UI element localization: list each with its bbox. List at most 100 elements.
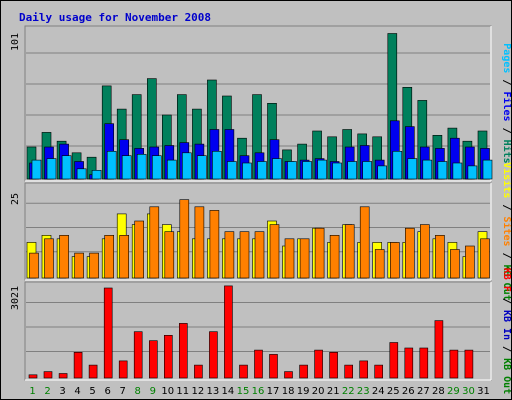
day-label-28: 28: [432, 386, 445, 397]
bar-pages-day-8: [136, 154, 147, 180]
bar-kb-f-day-9: [149, 340, 158, 379]
bar-pages-day-16: [257, 161, 267, 180]
bar-pages-day-7: [121, 155, 132, 180]
bar-pages-day-17: [272, 158, 282, 180]
day-label-31: 31: [477, 386, 490, 397]
bar-sites-day-15: [239, 231, 250, 279]
bar-sites-day-20: [314, 227, 325, 279]
day-label-20: 20: [312, 386, 325, 397]
bar-pages-day-22: [347, 161, 358, 180]
bar-pages-day-30: [467, 165, 478, 180]
legend-kb-f: KB F: [501, 268, 511, 292]
day-label-5: 5: [89, 386, 95, 397]
panel-bottom-ymax-label: 3021: [10, 286, 21, 310]
bar-kb-f-day-17: [269, 354, 278, 379]
legend-separator: /: [501, 73, 511, 91]
legend-separator: /: [501, 247, 511, 265]
bar-pages-day-2: [46, 158, 57, 180]
bar-sites-day-11: [179, 199, 190, 279]
panel-middle-ymax-label: 25: [10, 193, 21, 205]
bar-kb-f-day-24: [374, 364, 384, 379]
day-label-27: 27: [417, 386, 430, 397]
bar-pages-day-29: [452, 162, 463, 180]
panel-bottom-legend: KB F / KB In / KB Out: [501, 268, 511, 394]
day-label-21: 21: [327, 386, 340, 397]
bar-pages-day-26: [407, 158, 418, 180]
bar-kb-f-day-15: [239, 364, 248, 379]
day-label-3: 3: [59, 386, 65, 397]
bar-sites-day-3: [59, 235, 69, 279]
bar-sites-day-21: [329, 235, 340, 279]
bar-sites-day-9: [149, 206, 160, 279]
bar-sites-day-17: [269, 224, 280, 279]
bar-sites-day-25: [389, 242, 400, 279]
panel-top-legend: Pages / Files / Hits: [501, 43, 511, 163]
bar-kb-f-day-8: [133, 331, 143, 379]
bar-pages-day-13: [212, 151, 222, 180]
bar-kb-f-day-19: [299, 364, 308, 379]
bar-sites-day-28: [435, 235, 445, 279]
day-label-10: 10: [161, 386, 174, 397]
day-label-14: 14: [222, 386, 235, 397]
bar-kb-f-day-21: [329, 351, 338, 379]
bar-kb-f-day-28: [434, 320, 444, 379]
bar-sites-day-19: [299, 238, 310, 279]
bar-kb-f-day-3: [58, 373, 68, 379]
bar-kb-f-day-1: [28, 374, 38, 379]
chart-title: Daily usage for November 2008: [19, 11, 211, 24]
bar-pages-day-31: [482, 159, 493, 180]
day-label-1: 1: [29, 386, 35, 397]
bar-kb-f-day-7: [118, 360, 128, 379]
bar-pages-day-23: [362, 161, 373, 180]
bar-kb-f-day-20: [314, 349, 323, 379]
day-label-23: 23: [357, 386, 370, 397]
bar-sites-day-26: [404, 227, 415, 279]
bar-pages-day-3: [61, 155, 72, 180]
bar-sites-day-7: [119, 235, 129, 279]
bar-pages-day-20: [317, 159, 327, 180]
bar-pages-day-4: [76, 168, 87, 180]
bar-kb-f-day-6: [103, 287, 113, 379]
bar-pages-day-12: [197, 155, 207, 180]
bar-sites-day-22: [344, 224, 355, 279]
panel-top-ymax-label: 101: [10, 33, 21, 51]
bar-sites-day-23: [359, 206, 370, 279]
bar-sites-day-31: [480, 238, 490, 279]
bar-kb-f-day-18: [284, 371, 293, 379]
day-label-6: 6: [105, 386, 111, 397]
bar-pages-day-15: [242, 162, 252, 180]
day-label-26: 26: [402, 386, 415, 397]
day-label-2: 2: [44, 386, 50, 397]
bar-sites-day-13: [209, 210, 220, 279]
bar-pages-day-18: [287, 161, 297, 180]
bar-pages-day-10: [167, 159, 177, 180]
bar-sites-day-10: [164, 231, 175, 279]
day-label-29: 29: [447, 386, 460, 397]
bar-sites-day-30: [465, 245, 475, 279]
legend-kb-out: KB Out: [501, 265, 511, 301]
bar-kb-f-day-27: [419, 347, 429, 379]
bar-kb-f-day-29: [449, 349, 459, 379]
bar-kb-f-day-13: [209, 331, 218, 379]
bar-kb-f-day-2: [43, 371, 53, 379]
bar-pages-day-27: [422, 159, 433, 180]
legend-files: Files: [501, 91, 511, 121]
bar-kb-f-day-25: [389, 342, 399, 379]
day-label-15: 15: [237, 386, 250, 397]
bar-kb-f-day-5: [88, 364, 98, 379]
legend-sites: Sites: [501, 216, 511, 246]
day-label-17: 17: [267, 386, 280, 397]
day-label-25: 25: [387, 386, 400, 397]
day-label-16: 16: [252, 386, 265, 397]
legend-separator: /: [501, 340, 511, 358]
bar-sites-day-1: [29, 252, 39, 279]
bar-sites-day-18: [284, 238, 295, 279]
bar-pages-day-25: [392, 151, 403, 180]
day-label-22: 22: [342, 386, 355, 397]
bar-pages-day-11: [182, 152, 192, 180]
bar-pages-day-5: [91, 170, 102, 180]
bar-kb-f-day-22: [344, 364, 354, 379]
bar-sites-day-14: [224, 231, 235, 279]
day-label-19: 19: [297, 386, 310, 397]
